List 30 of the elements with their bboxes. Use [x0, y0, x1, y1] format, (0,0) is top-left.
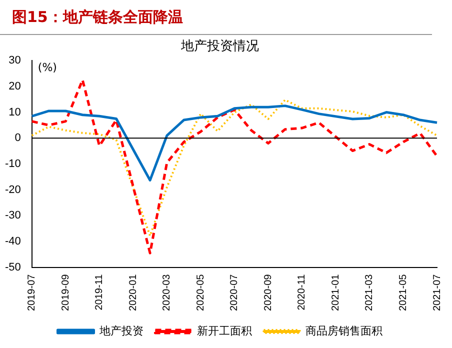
legend-label: 地产投资: [98, 324, 144, 338]
x-tick-label: 2020-01: [128, 274, 139, 312]
x-tick-label: 2019-07: [26, 274, 38, 312]
x-tick-label: 2021-03: [364, 274, 376, 312]
x-tick-label: 2020-07: [229, 274, 240, 312]
y-tick-label: 10: [8, 106, 21, 118]
y-tick-label: -50: [4, 261, 21, 274]
chart-title: 图15：地产链条全面降温: [0, 0, 432, 35]
y-tick-label: -40: [4, 235, 21, 248]
y-axis-title: (%): [38, 60, 57, 74]
y-tick-label: -20: [4, 184, 21, 196]
line-series: [30, 98, 438, 237]
x-tick-label: 2021-07: [432, 274, 443, 312]
x-tick-label: 2020-05: [195, 274, 206, 312]
x-tick-label: 2020-11: [296, 274, 308, 310]
legend-label: 新开工面积: [196, 324, 252, 338]
x-tick-label: 2020-09: [262, 274, 274, 312]
y-tick-label: 0: [14, 132, 21, 144]
y-tick-label: -30: [4, 210, 21, 222]
x-tick-label: 2019-11: [94, 274, 106, 310]
y-tick-label: -10: [4, 158, 21, 170]
x-tick-label: 2021-05: [398, 274, 409, 312]
line-series: [30, 78, 438, 254]
x-tick-label: 2021-01: [330, 274, 342, 312]
x-tick-label: 2019-09: [60, 274, 72, 312]
x-tick-label: 2020-03: [162, 274, 173, 312]
y-tick-label: 30: [8, 54, 21, 67]
legend-label: 商品房销售面积: [305, 324, 382, 338]
chart-subtitle: 地产投资情况: [180, 39, 259, 54]
y-tick-label: 20: [8, 80, 21, 92]
